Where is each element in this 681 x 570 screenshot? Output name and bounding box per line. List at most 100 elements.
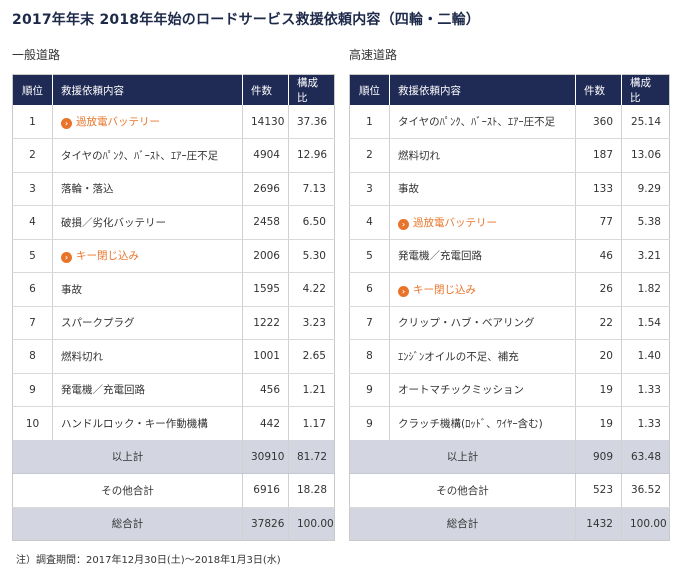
- table-row: 3 事故 133 9.29: [349, 172, 670, 206]
- content-cell: オートマチックミッション: [389, 373, 576, 407]
- count-cell: 360: [575, 105, 622, 139]
- highway-label: 高速道路: [349, 48, 398, 62]
- rank-cell: 9: [349, 373, 390, 407]
- grand-total-row-label: 総合計: [349, 507, 576, 541]
- other-total-row-ratio: 18.28: [288, 473, 335, 508]
- table-header-row: 順位 救援依頼内容 件数 構成比: [12, 74, 335, 105]
- subtotal-row-label: 以上計: [12, 440, 243, 474]
- table-header-row: 順位 救援依頼内容 件数 構成比: [349, 74, 670, 105]
- count-cell: 2696: [242, 172, 289, 206]
- ratio-cell: 5.30: [288, 239, 335, 273]
- count-cell: 26: [575, 272, 622, 307]
- count-cell: 1222: [242, 306, 289, 340]
- highlighted-content-label: キー閉じ込み: [413, 283, 476, 296]
- rank-cell: 8: [349, 339, 390, 374]
- rank-cell: 4: [12, 205, 53, 240]
- content-cell: スパークプラグ: [52, 306, 243, 340]
- content-cell: › キー閉じ込み: [52, 239, 243, 273]
- count-cell: 4904: [242, 138, 289, 173]
- count-cell: 14130: [242, 105, 289, 139]
- content-cell: 発電機／充電回路: [389, 239, 576, 273]
- rank-cell: 5: [12, 239, 53, 273]
- content-label: タイヤのﾊﾟﾝｸ、ﾊﾞｰｽﾄ、ｴｱｰ圧不足: [61, 149, 219, 162]
- header-content: 救援依頼内容: [389, 74, 576, 105]
- content-label: ｴﾝｼﾞﾝオイルの不足、補充: [398, 350, 519, 363]
- grand-total-row-count: 1432: [575, 507, 622, 541]
- table-row: 9 クラッチ機構(ﾛｯﾄﾞ、ﾜｲﾔｰ含む) 19 1.33: [349, 406, 670, 440]
- header-ratio: 構成比: [621, 74, 670, 105]
- table-row: 5 › キー閉じ込み 2006 5.30: [12, 239, 335, 273]
- count-cell: 22: [575, 306, 622, 340]
- rank-cell: 7: [349, 306, 390, 340]
- ratio-cell: 25.14: [621, 105, 670, 139]
- content-cell: ハンドルロック・キー作動機構: [52, 406, 243, 440]
- chevron-right-icon: ›: [61, 118, 72, 129]
- ratio-cell: 1.17: [302, 417, 326, 430]
- content-cell: ｴﾝｼﾞﾝオイルの不足、補充: [389, 339, 576, 374]
- count-cell: 1595: [242, 272, 289, 307]
- rank-cell: 8: [12, 339, 53, 374]
- content-label: タイヤのﾊﾟﾝｸ、ﾊﾞｰｽﾄ、ｴｱｰ圧不足: [398, 116, 556, 128]
- table-row: 4 › 過放電バッテリー 77 5.38: [349, 205, 670, 240]
- ratio-cell: 1.54: [621, 306, 670, 340]
- content-label: クリップ・ハブ・ベアリング: [398, 317, 535, 330]
- table-row: 8 燃料切れ 1001 2.65: [12, 339, 335, 374]
- page-title: 2017年年末 2018年年始のロードサービス救援依頼内容（四輪・二輪）: [12, 12, 481, 28]
- other-total-row: その他合計 6916 18.28: [12, 473, 335, 508]
- general-road-label: 一般道路: [12, 48, 61, 62]
- subtotal-row-count: 30910: [242, 440, 289, 474]
- ratio-cell: 37.36: [288, 105, 335, 139]
- content-cell: タイヤのﾊﾟﾝｸ、ﾊﾞｰｽﾄ、ｴｱｰ圧不足: [52, 138, 243, 173]
- ratio-cell: 4.22: [288, 272, 335, 307]
- content-label: 発電機／充電回路: [398, 250, 482, 263]
- rank-cell: 1: [12, 105, 53, 139]
- rank-cell: 2: [349, 138, 390, 173]
- header-count: 件数: [242, 74, 289, 105]
- rank-cell: 1: [349, 105, 390, 139]
- table-row: 10 ハンドルロック・キー作動機構 442 1.17: [12, 406, 335, 440]
- rank-cell: 9: [12, 373, 53, 407]
- highlighted-content-label: 過放電バッテリー: [76, 116, 160, 128]
- grand-total-row: 総合計 1432 100.00: [349, 507, 670, 541]
- count-cell: 456: [242, 373, 289, 407]
- table-row: 4 破損／劣化バッテリー 2458 6.50: [12, 205, 335, 240]
- content-label: クラッチ機構(ﾛｯﾄﾞ、ﾜｲﾔｰ含む): [398, 418, 543, 430]
- grand-total-row-count: 37826: [242, 507, 289, 541]
- other-total-row-ratio: 36.52: [621, 473, 670, 508]
- content-cell: › 過放電バッテリー: [389, 205, 576, 240]
- subtotal-row: 以上計 909 63.48: [349, 440, 670, 474]
- ratio-cell: 5.38: [621, 205, 670, 240]
- content-cell: › 過放電バッテリー: [52, 105, 243, 139]
- chevron-right-icon: ›: [398, 285, 409, 297]
- content-cell: 事故: [389, 172, 576, 206]
- ratio-cell: 9.29: [621, 172, 670, 206]
- rank-cell: 7: [12, 306, 53, 340]
- content-cell: 燃料切れ: [389, 138, 576, 173]
- chevron-right-icon: ›: [398, 218, 409, 230]
- ratio-cell: 1.21: [288, 373, 335, 407]
- content-cell: 落輪・落込: [52, 172, 243, 206]
- content-label: ハンドルロック・キー作動機構: [61, 418, 208, 430]
- content-label: 事故: [61, 283, 82, 296]
- content-cell: 発電機／充電回路: [52, 373, 243, 407]
- rank-cell: 3: [349, 172, 390, 206]
- header-rank: 順位: [349, 74, 390, 105]
- other-total-row-label: その他合計: [12, 473, 243, 508]
- table-row: 9 発電機／充電回路 456 1.21: [12, 373, 335, 407]
- rank-cell: 5: [349, 239, 390, 273]
- ratio-cell: 1.33: [637, 417, 661, 430]
- chevron-right-icon: ›: [61, 252, 72, 264]
- table-row: 1 › 過放電バッテリー 14130 37.36: [12, 105, 335, 139]
- header-content: 救援依頼内容: [52, 74, 243, 105]
- other-total-row-count: 523: [575, 473, 622, 508]
- content-cell: 事故: [52, 272, 243, 307]
- content-cell: 燃料切れ: [52, 339, 243, 374]
- table-row: 7 クリップ・ハブ・ベアリング 22 1.54: [349, 306, 670, 340]
- other-total-row-label: その他合計: [349, 473, 576, 508]
- content-label: 燃料切れ: [398, 149, 440, 162]
- subtotal-row-ratio: 63.48: [621, 440, 670, 474]
- content-label: オートマチックミッション: [398, 384, 524, 397]
- count-cell: 187: [575, 138, 622, 173]
- ratio-cell: 13.06: [621, 138, 670, 173]
- header-rank: 順位: [12, 74, 53, 105]
